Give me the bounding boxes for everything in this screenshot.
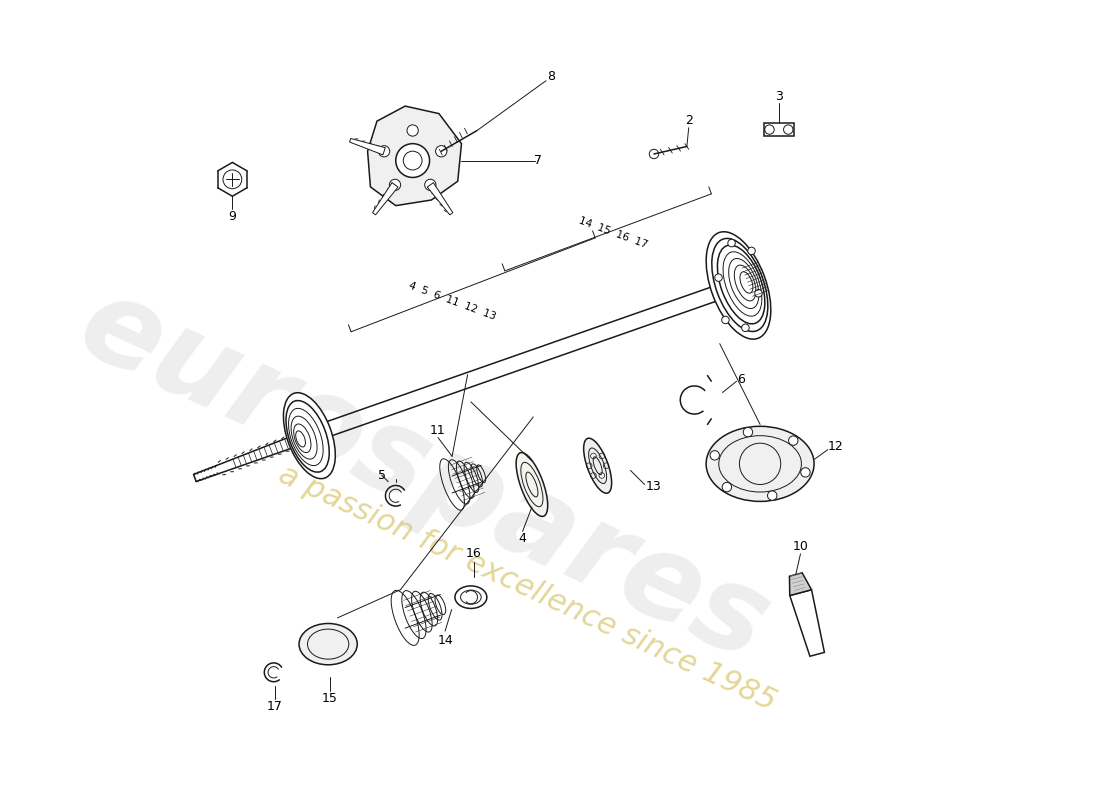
Ellipse shape bbox=[706, 426, 814, 502]
Text: eurospares: eurospares bbox=[62, 266, 786, 685]
Ellipse shape bbox=[284, 393, 336, 478]
Text: 3: 3 bbox=[774, 90, 783, 103]
Circle shape bbox=[389, 179, 400, 190]
Text: 13: 13 bbox=[646, 480, 662, 493]
Circle shape bbox=[755, 290, 762, 297]
Polygon shape bbox=[350, 138, 385, 155]
Text: 11: 11 bbox=[430, 423, 446, 437]
Circle shape bbox=[722, 316, 729, 324]
Ellipse shape bbox=[706, 232, 771, 339]
Text: 5: 5 bbox=[377, 469, 386, 482]
Text: a passion for excellence since 1985: a passion for excellence since 1985 bbox=[274, 459, 781, 716]
Ellipse shape bbox=[584, 438, 612, 494]
Circle shape bbox=[748, 247, 756, 254]
Circle shape bbox=[407, 125, 418, 136]
Circle shape bbox=[801, 468, 810, 477]
Circle shape bbox=[789, 436, 797, 446]
Polygon shape bbox=[763, 123, 794, 136]
Circle shape bbox=[710, 450, 719, 460]
Text: 15: 15 bbox=[322, 692, 338, 705]
Circle shape bbox=[744, 427, 752, 437]
Circle shape bbox=[649, 150, 659, 158]
Polygon shape bbox=[427, 182, 453, 215]
Circle shape bbox=[728, 239, 735, 247]
Text: 2: 2 bbox=[685, 114, 693, 126]
Circle shape bbox=[378, 146, 389, 157]
Circle shape bbox=[396, 144, 430, 178]
Ellipse shape bbox=[455, 586, 487, 609]
Text: 6: 6 bbox=[737, 373, 745, 386]
Text: 17: 17 bbox=[266, 700, 283, 713]
Text: 14: 14 bbox=[437, 634, 453, 647]
Circle shape bbox=[741, 324, 749, 331]
Polygon shape bbox=[367, 106, 462, 206]
Ellipse shape bbox=[516, 453, 548, 517]
Text: 8: 8 bbox=[547, 70, 554, 82]
Polygon shape bbox=[790, 590, 824, 656]
Polygon shape bbox=[790, 573, 812, 595]
Text: 4  5  6  11  12  13: 4 5 6 11 12 13 bbox=[407, 281, 497, 322]
Text: 12: 12 bbox=[827, 441, 843, 454]
Circle shape bbox=[425, 179, 436, 190]
Circle shape bbox=[715, 274, 723, 282]
Circle shape bbox=[723, 482, 732, 492]
Text: 7: 7 bbox=[535, 154, 542, 167]
Circle shape bbox=[436, 146, 447, 157]
Polygon shape bbox=[373, 182, 398, 215]
Text: 9: 9 bbox=[229, 210, 236, 223]
Circle shape bbox=[768, 491, 777, 500]
Text: 16: 16 bbox=[465, 547, 482, 561]
Text: 4: 4 bbox=[518, 533, 527, 546]
Text: 10: 10 bbox=[792, 540, 808, 553]
Text: 14  15  16  17: 14 15 16 17 bbox=[578, 215, 649, 250]
Ellipse shape bbox=[299, 623, 358, 665]
